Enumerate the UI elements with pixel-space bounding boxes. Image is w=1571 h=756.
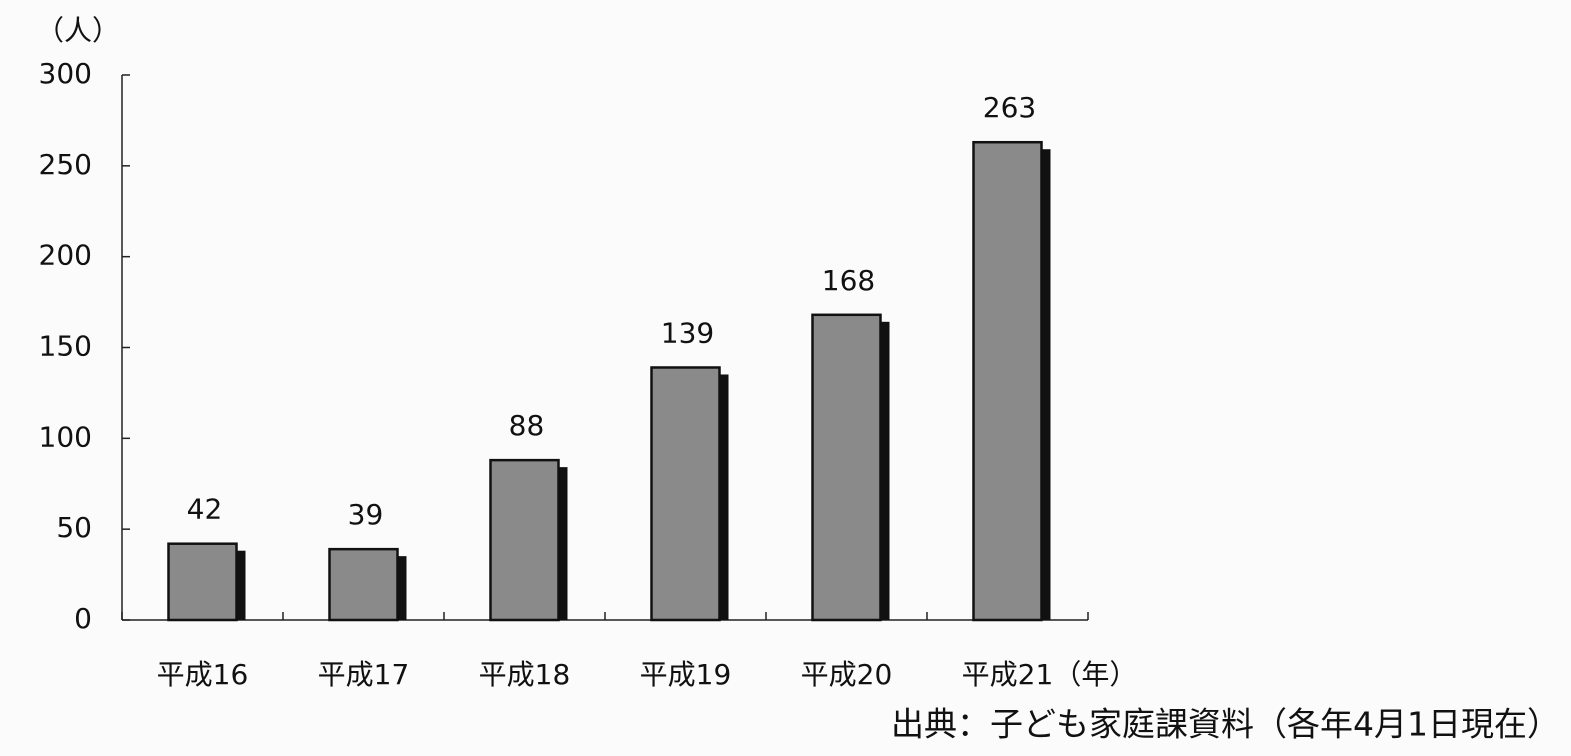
bar <box>811 313 882 622</box>
value-label: 139 <box>661 316 714 349</box>
value-label: 263 <box>983 91 1036 124</box>
bar <box>972 140 1043 622</box>
source-note: 出典：子ども家庭課資料（各年4月1日現在） <box>891 705 1560 744</box>
bar <box>328 547 399 622</box>
y-tick-label: 100 <box>39 420 92 453</box>
value-label: 39 <box>348 498 384 531</box>
y-tick-label: 0 <box>74 602 92 635</box>
y-tick-label: 50 <box>56 511 92 544</box>
bar <box>650 366 721 622</box>
bar <box>489 458 560 622</box>
value-label: 88 <box>509 409 545 442</box>
x-axis-label: （年） <box>1053 658 1137 691</box>
y-tick-label: 150 <box>39 330 92 363</box>
x-tick-label: 平成20 <box>801 658 893 691</box>
y-tick-label: 300 <box>39 57 92 90</box>
y-tick-label: 250 <box>39 148 92 181</box>
x-tick-label: 平成16 <box>157 658 249 691</box>
y-axis-label: （人） <box>36 14 120 47</box>
bar <box>167 542 238 622</box>
y-tick-label: 200 <box>39 239 92 272</box>
value-label: 168 <box>822 264 875 297</box>
x-tick-label: 平成21 <box>962 658 1054 691</box>
x-tick-label: 平成19 <box>640 658 732 691</box>
x-tick-label: 平成18 <box>479 658 571 691</box>
value-label: 42 <box>187 493 223 526</box>
x-tick-label: 平成17 <box>318 658 410 691</box>
